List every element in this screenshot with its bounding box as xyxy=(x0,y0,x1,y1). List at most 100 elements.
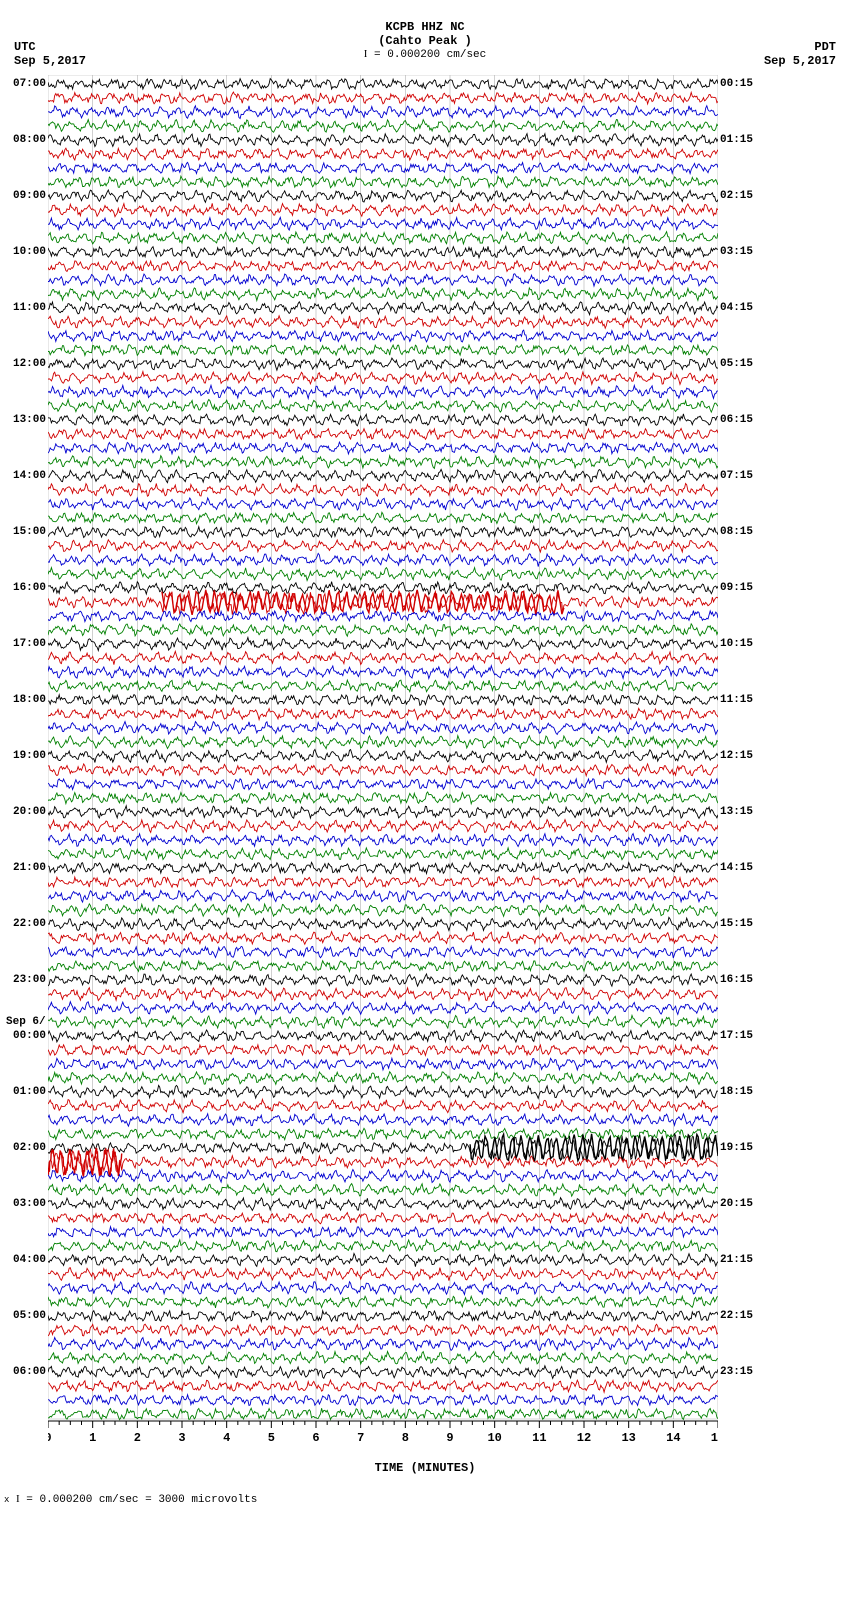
xtick-label: 2 xyxy=(134,1431,141,1445)
xtick-label: 14 xyxy=(666,1431,680,1445)
trace-row xyxy=(48,302,718,315)
xtick-label: 12 xyxy=(577,1431,591,1445)
trace-row xyxy=(48,680,718,692)
trace-row xyxy=(48,904,718,917)
trace-row xyxy=(48,666,718,679)
trace-row xyxy=(48,385,718,398)
pdt-time-label: 03:15 xyxy=(720,246,760,258)
utc-time-label: 08:00 xyxy=(8,134,46,146)
station-title: KCPB HHZ NC xyxy=(0,0,850,34)
trace-row xyxy=(48,1169,718,1182)
trace-row xyxy=(48,961,718,972)
trace-row xyxy=(48,1198,718,1211)
pdt-time-label: 14:15 xyxy=(720,862,760,874)
pdt-time-label: 07:15 xyxy=(720,470,760,482)
trace-row xyxy=(48,1212,718,1224)
trace-row xyxy=(48,695,718,706)
trace-row xyxy=(48,1254,718,1267)
seismogram-container: KCPB HHZ NC (Cahto Peak ) I = 0.000200 c… xyxy=(0,0,850,1506)
date-marker: Sep 6/ xyxy=(6,1016,46,1028)
utc-time-label: 15:00 xyxy=(8,526,46,538)
pdt-time-label: 23:15 xyxy=(720,1366,760,1378)
utc-time-label: 23:00 xyxy=(8,974,46,986)
utc-time-label: 00:00 xyxy=(8,1030,46,1042)
xtick-label: 9 xyxy=(446,1431,453,1445)
trace-row xyxy=(48,553,718,566)
trace-row xyxy=(48,1268,718,1281)
trace-row xyxy=(48,638,718,651)
trace-row xyxy=(48,484,718,497)
trace-row xyxy=(48,1015,718,1028)
trace-row xyxy=(48,974,718,986)
date-left: Sep 5,2017 xyxy=(14,54,86,68)
utc-time-label: 07:00 xyxy=(8,78,46,90)
pdt-time-label: 01:15 xyxy=(720,134,760,146)
trace-row xyxy=(48,1296,718,1308)
trace-row xyxy=(48,1311,718,1322)
trace-row xyxy=(48,779,718,790)
xtick-label: 0 xyxy=(48,1431,52,1445)
trace-row xyxy=(48,1408,718,1419)
trace-row xyxy=(48,862,718,874)
pdt-time-label: 04:15 xyxy=(720,302,760,314)
trace-row xyxy=(48,1366,718,1379)
pdt-time-label: 16:15 xyxy=(720,974,760,986)
utc-time-label: 13:00 xyxy=(8,414,46,426)
trace-row xyxy=(48,1240,718,1252)
scale-text: = 0.000200 cm/sec xyxy=(374,49,486,61)
tz-right-label: PDT xyxy=(814,40,836,54)
date-right: Sep 5,2017 xyxy=(764,54,836,68)
footer-scale: x I = 0.000200 cm/sec = 3000 microvolts xyxy=(4,1493,850,1506)
utc-time-label: 02:00 xyxy=(8,1142,46,1154)
trace-row xyxy=(48,988,718,1001)
trace-row xyxy=(48,498,718,510)
utc-time-label: 21:00 xyxy=(8,862,46,874)
trace-row xyxy=(48,1282,718,1295)
trace-row xyxy=(48,624,718,636)
pdt-time-label: 08:15 xyxy=(720,526,760,538)
pdt-time-label: 12:15 xyxy=(720,750,760,762)
trace-row xyxy=(48,1072,718,1085)
scale-bar-icon: I xyxy=(364,48,368,60)
pdt-time-label: 05:15 xyxy=(720,358,760,370)
pdt-time-label: 02:15 xyxy=(720,190,760,202)
pdt-time-label: 17:15 xyxy=(720,1030,760,1042)
utc-time-label: 01:00 xyxy=(8,1086,46,1098)
trace-row xyxy=(48,456,718,469)
xtick-label: 15 xyxy=(711,1431,718,1445)
scale-line: I = 0.000200 cm/sec xyxy=(0,48,850,65)
trace-row xyxy=(48,1338,718,1351)
trace-row xyxy=(48,260,718,271)
trace-row xyxy=(48,512,718,523)
trace-row xyxy=(48,358,718,370)
trace-row xyxy=(48,429,718,440)
trace-row xyxy=(48,345,718,356)
pdt-time-label: 11:15 xyxy=(720,694,760,706)
xtick-label: 6 xyxy=(312,1431,319,1445)
event-segment xyxy=(48,1148,122,1176)
trace-row xyxy=(48,764,718,776)
trace-row xyxy=(48,1227,718,1238)
station-location: (Cahto Peak ) xyxy=(0,34,850,48)
trace-row xyxy=(48,848,718,860)
trace-row xyxy=(48,246,718,257)
pdt-time-label: 10:15 xyxy=(720,638,760,650)
utc-time-label: 22:00 xyxy=(8,918,46,930)
utc-time-label: 17:00 xyxy=(8,638,46,650)
trace-row xyxy=(48,708,718,720)
plot-area: 012345678910111213141507:0008:0009:0010:… xyxy=(48,75,718,1459)
utc-time-label: 03:00 xyxy=(8,1198,46,1210)
xtick-label: 7 xyxy=(357,1431,364,1445)
trace-row xyxy=(48,148,718,160)
trace-row xyxy=(48,540,718,553)
trace-row xyxy=(48,414,718,426)
utc-time-label: 12:00 xyxy=(8,358,46,370)
trace-row xyxy=(48,590,718,615)
pdt-time-label: 09:15 xyxy=(720,582,760,594)
trace-row xyxy=(48,330,718,342)
trace-row xyxy=(48,400,718,413)
pdt-time-label: 18:15 xyxy=(720,1086,760,1098)
pdt-time-label: 15:15 xyxy=(720,918,760,930)
xtick-label: 1 xyxy=(89,1431,96,1445)
tz-left-label: UTC xyxy=(14,40,36,54)
